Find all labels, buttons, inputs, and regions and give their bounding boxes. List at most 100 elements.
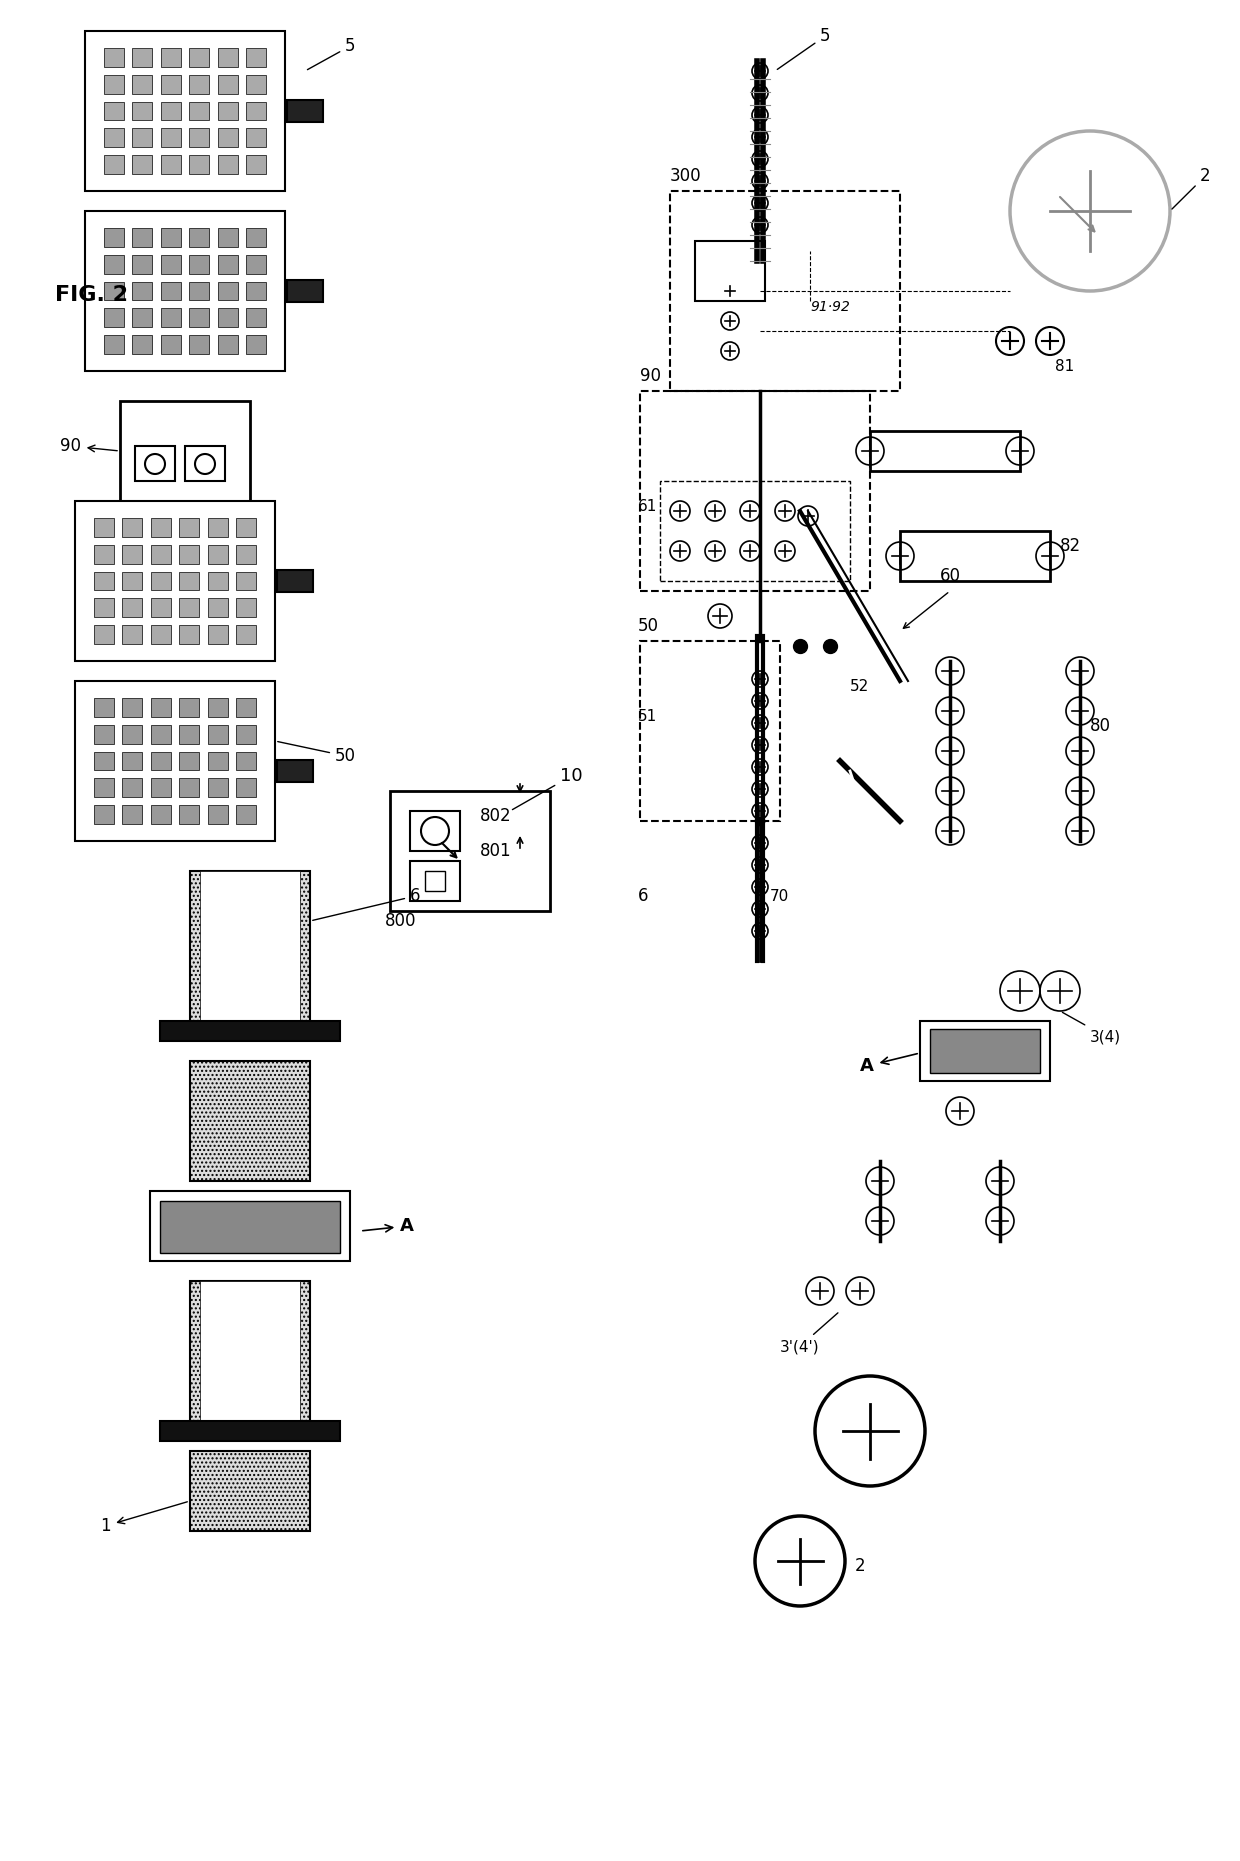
Bar: [151, 625, 171, 644]
Bar: [133, 154, 153, 173]
Bar: [74, 501, 275, 661]
Bar: [208, 519, 228, 538]
Bar: [200, 1280, 300, 1422]
Text: 5: 5: [308, 37, 356, 69]
Bar: [640, 640, 780, 821]
Bar: [208, 571, 228, 590]
Bar: [218, 255, 238, 274]
Bar: [123, 778, 143, 797]
Bar: [151, 519, 171, 538]
Bar: [133, 128, 153, 147]
Bar: [161, 309, 181, 328]
Bar: [218, 154, 238, 173]
Bar: [104, 74, 124, 93]
Bar: [123, 806, 143, 824]
Bar: [208, 778, 228, 797]
Bar: [247, 74, 267, 93]
Text: 3(4): 3(4): [1063, 1012, 1121, 1044]
Bar: [93, 625, 114, 644]
Bar: [160, 1022, 340, 1040]
Text: 3'(4'): 3'(4'): [780, 1312, 838, 1355]
Bar: [237, 571, 257, 590]
Bar: [237, 726, 257, 744]
Bar: [670, 192, 900, 391]
Text: A: A: [363, 1217, 414, 1236]
Bar: [93, 545, 114, 564]
Text: 50: 50: [278, 741, 356, 765]
Text: 2: 2: [1172, 167, 1210, 208]
Bar: [237, 625, 257, 644]
Bar: [218, 229, 238, 248]
Bar: [218, 335, 238, 354]
Bar: [247, 154, 267, 173]
Bar: [93, 726, 114, 744]
Bar: [151, 726, 171, 744]
Bar: [123, 726, 143, 744]
Bar: [190, 102, 210, 121]
Text: 80: 80: [1090, 716, 1111, 735]
Bar: [74, 681, 275, 841]
Text: FIG. 2: FIG. 2: [55, 285, 128, 305]
Bar: [133, 309, 153, 328]
Bar: [218, 102, 238, 121]
Bar: [133, 229, 153, 248]
Text: 82: 82: [1060, 538, 1081, 555]
Bar: [123, 599, 143, 618]
Bar: [180, 806, 200, 824]
Bar: [161, 229, 181, 248]
Bar: [208, 698, 228, 716]
Bar: [218, 128, 238, 147]
Bar: [135, 447, 175, 480]
Bar: [180, 571, 200, 590]
Text: 2: 2: [856, 1558, 866, 1574]
Text: 61: 61: [639, 499, 657, 514]
Bar: [640, 391, 870, 592]
Bar: [133, 74, 153, 93]
Bar: [161, 128, 181, 147]
Bar: [161, 281, 181, 300]
Text: 51: 51: [639, 709, 657, 724]
Bar: [180, 698, 200, 716]
Bar: [190, 1061, 310, 1182]
Bar: [247, 335, 267, 354]
Bar: [237, 599, 257, 618]
Bar: [104, 229, 124, 248]
Bar: [180, 778, 200, 797]
Bar: [425, 871, 445, 891]
Text: 801: 801: [480, 841, 512, 860]
Bar: [190, 229, 210, 248]
Bar: [190, 335, 210, 354]
Bar: [161, 335, 181, 354]
Bar: [208, 806, 228, 824]
Bar: [93, 778, 114, 797]
Bar: [93, 806, 114, 824]
Bar: [93, 698, 114, 716]
Text: A: A: [861, 1053, 918, 1076]
Bar: [133, 102, 153, 121]
Bar: [190, 154, 210, 173]
Bar: [180, 545, 200, 564]
Bar: [247, 309, 267, 328]
Bar: [391, 791, 551, 912]
Text: 10: 10: [512, 767, 583, 810]
Bar: [190, 1452, 310, 1532]
Text: 300: 300: [670, 167, 702, 184]
Bar: [930, 1029, 1040, 1074]
Bar: [180, 599, 200, 618]
Bar: [180, 625, 200, 644]
Text: 6: 6: [639, 888, 649, 904]
Bar: [151, 698, 171, 716]
Bar: [151, 752, 171, 770]
Bar: [286, 281, 322, 301]
Text: 50: 50: [639, 618, 658, 635]
Bar: [133, 255, 153, 274]
Bar: [218, 74, 238, 93]
Bar: [104, 128, 124, 147]
Bar: [93, 571, 114, 590]
Bar: [133, 335, 153, 354]
Bar: [218, 281, 238, 300]
Bar: [200, 871, 300, 1031]
Bar: [247, 229, 267, 248]
Bar: [208, 726, 228, 744]
Bar: [104, 48, 124, 67]
